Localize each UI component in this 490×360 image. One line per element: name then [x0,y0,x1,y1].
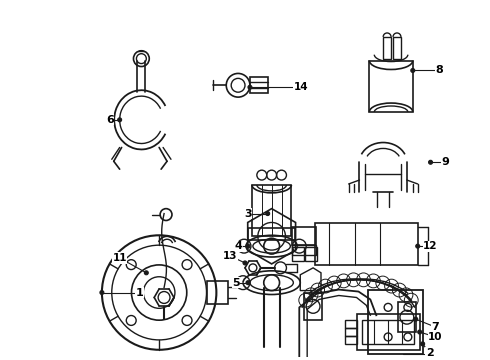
Circle shape [145,271,148,275]
Text: 13: 13 [223,251,238,261]
Bar [368,289,423,354]
Bar [252,185,292,236]
Bar [305,247,317,261]
Bar [344,328,357,336]
Circle shape [246,281,250,285]
Circle shape [118,118,122,122]
Circle shape [243,261,247,265]
Bar [304,293,322,320]
Bar [393,37,401,59]
Circle shape [266,212,270,216]
Bar [383,37,391,59]
Text: 5: 5 [232,278,240,288]
Circle shape [417,330,422,334]
Text: 9: 9 [441,157,449,167]
Text: 14: 14 [294,82,309,92]
Text: 8: 8 [436,66,443,76]
Circle shape [429,160,433,164]
Bar [315,224,417,265]
Bar [357,314,420,350]
Text: 11: 11 [112,253,127,263]
Circle shape [416,244,420,248]
Text: 3: 3 [244,208,252,219]
Bar [369,60,413,112]
Circle shape [246,244,250,248]
Circle shape [414,317,417,321]
Bar [293,228,316,245]
Bar [344,320,357,328]
Bar [363,320,414,344]
Text: 7: 7 [432,322,440,332]
Text: 6: 6 [106,115,114,125]
Circle shape [248,85,252,89]
Bar [398,302,416,332]
Text: 10: 10 [428,332,443,342]
Text: 1: 1 [136,288,143,297]
Text: 4: 4 [234,241,242,251]
Bar [248,228,295,240]
Bar [293,245,316,255]
Bar [344,336,357,344]
Circle shape [411,68,415,72]
Bar [206,281,228,305]
Bar [250,77,268,93]
Circle shape [100,291,104,294]
Bar [293,247,304,261]
Text: 2: 2 [426,348,434,358]
Text: 12: 12 [423,241,438,251]
Circle shape [421,342,425,346]
